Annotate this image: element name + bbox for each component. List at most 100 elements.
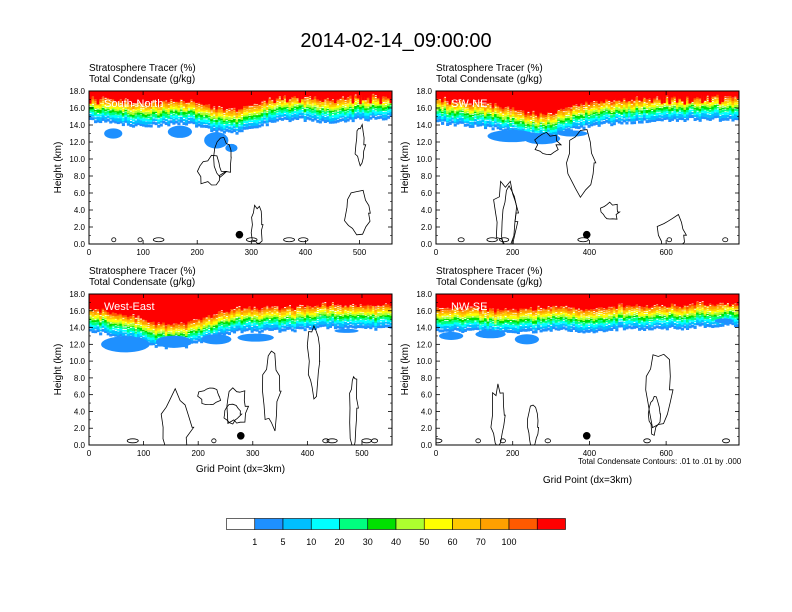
x-tick-label: 400 — [301, 449, 315, 458]
x-tick-label: 400 — [583, 449, 597, 458]
contour-line — [246, 237, 258, 243]
contour-line — [111, 237, 117, 243]
colorbar-box — [310, 518, 340, 530]
colorbar-label: 20 — [334, 537, 344, 547]
y-tick-label: 16.0 — [69, 104, 85, 113]
contour-line — [152, 237, 165, 243]
contour-line — [436, 438, 443, 444]
contour-line — [722, 237, 729, 243]
y-tick-label: 8.0 — [74, 172, 86, 181]
x-axis-label: Grid Point (dx=3km) — [543, 475, 632, 486]
x-tick-label: 200 — [506, 248, 520, 257]
colorbar-box — [339, 518, 369, 530]
contour-line — [666, 237, 673, 243]
y-tick-label: 8.0 — [421, 374, 433, 383]
x-tick-label: 400 — [299, 248, 313, 257]
contour-line — [344, 189, 371, 236]
panel-label-condensate: Total Condensate (g/kg) — [89, 277, 196, 288]
y-tick-label: 14.0 — [416, 324, 432, 333]
location-marker — [582, 431, 591, 440]
contour-line — [197, 387, 222, 406]
main-title: 2014-02-14_09:00:00 — [300, 30, 492, 52]
y-tick-label: 2.0 — [421, 223, 433, 232]
y-tick-label: 14.0 — [69, 121, 85, 130]
panel-label-condensate: Total Condensate (g/kg) — [436, 277, 543, 288]
contour-line — [211, 438, 217, 444]
contour-line — [262, 350, 282, 432]
colorbar-label: 30 — [363, 537, 373, 547]
contour-line — [499, 237, 510, 243]
contour-line — [486, 237, 498, 243]
y-tick-label: 10.0 — [416, 155, 432, 164]
y-tick-label: 18.0 — [416, 87, 432, 96]
colorbar: 1 5 10 20 30 40 50 60 70 100 — [226, 518, 571, 557]
x-tick-label: 0 — [87, 449, 92, 458]
x-tick-label: 500 — [353, 248, 367, 257]
y-tick-label: 14.0 — [69, 324, 85, 333]
x-tick-label: 0 — [87, 248, 92, 257]
contour-line — [643, 438, 651, 444]
y-tick-label: 12.0 — [416, 138, 432, 147]
y-tick-label: 12.0 — [69, 340, 85, 349]
contour-line — [457, 237, 465, 243]
contour-note: Total Condensate Contours: .01 to .01 by… — [578, 457, 742, 466]
y-tick-label: 16.0 — [69, 307, 85, 316]
y-tick-label: 2.0 — [421, 424, 433, 433]
x-tick-label: 100 — [137, 449, 151, 458]
tracer-field — [89, 294, 392, 353]
y-tick-label: 6.0 — [74, 391, 86, 400]
x-tick-label: 300 — [246, 449, 260, 458]
contour-line — [283, 237, 295, 243]
x-tick-label: 300 — [245, 248, 259, 257]
contour-line — [306, 324, 321, 400]
condensate-contours — [126, 324, 379, 445]
contour-line — [349, 375, 359, 445]
colorbar-box — [452, 518, 482, 530]
y-tick-label: 18.0 — [69, 290, 85, 299]
contour-line — [501, 184, 519, 244]
x-tick-label: 0 — [434, 248, 439, 257]
y-tick-label: 16.0 — [416, 104, 432, 113]
x-tick-label: 0 — [434, 449, 439, 458]
panel-label-tracer: Stratosphere Tracer (%) — [436, 266, 543, 277]
x-axis-label: Grid Point (dx=3km) — [196, 464, 285, 475]
y-tick-label: 4.0 — [74, 407, 86, 416]
panel-label-condensate: Total Condensate (g/kg) — [436, 74, 543, 85]
y-tick-label: 0.0 — [74, 441, 86, 450]
colorbar-label: 40 — [391, 537, 401, 547]
panel-label-condensate: Total Condensate (g/kg) — [89, 74, 196, 85]
y-tick-label: 4.0 — [74, 206, 86, 215]
contour-line — [577, 237, 589, 243]
x-tick-label: 200 — [192, 449, 206, 458]
contour-line — [223, 403, 243, 425]
y-tick-label: 14.0 — [416, 121, 432, 130]
panel-direction-label: NW-SE — [451, 301, 487, 313]
location-marker — [582, 230, 591, 239]
y-tick-label: 4.0 — [421, 206, 433, 215]
contour-line — [499, 438, 506, 444]
colorbar-label: 1 — [252, 537, 257, 547]
condensate-contours — [436, 353, 730, 445]
x-tick-label: 200 — [191, 248, 205, 257]
y-tick-label: 2.0 — [74, 223, 86, 232]
panel-direction-label: West-East — [104, 301, 155, 313]
contour-line — [526, 404, 540, 445]
contour-line — [213, 136, 232, 178]
contour-line — [722, 438, 730, 444]
colorbar-box — [226, 518, 256, 530]
contour-line — [656, 213, 688, 244]
location-marker — [236, 431, 245, 440]
y-tick-label: 2.0 — [74, 424, 86, 433]
y-tick-label: 4.0 — [421, 407, 433, 416]
y-tick-label: 10.0 — [69, 155, 85, 164]
colorbar-box — [480, 518, 510, 530]
tracer-field — [436, 91, 739, 145]
contour-line — [226, 387, 250, 425]
y-axis-label: Height (km) — [400, 142, 411, 194]
contour-line — [354, 123, 367, 167]
contour-line — [475, 438, 481, 444]
y-tick-label: 8.0 — [74, 374, 86, 383]
contour-line — [326, 438, 338, 444]
y-tick-label: 8.0 — [421, 172, 433, 181]
contour-line — [322, 438, 330, 444]
